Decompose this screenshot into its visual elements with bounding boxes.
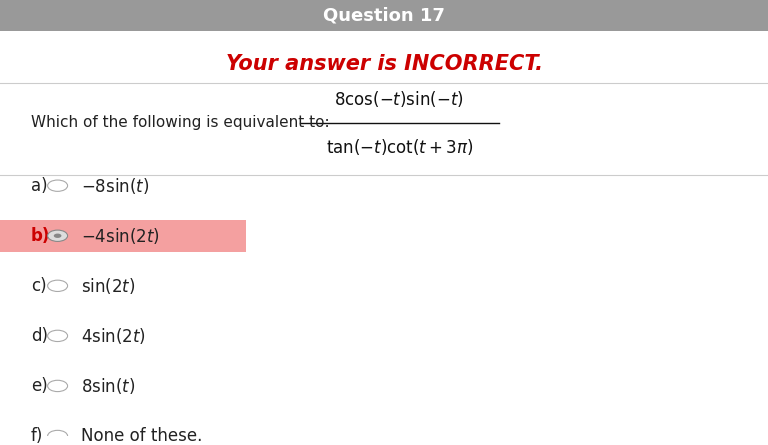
FancyBboxPatch shape [0,220,246,252]
FancyBboxPatch shape [0,0,768,31]
Text: $4\sin(2t)$: $4\sin(2t)$ [81,326,146,346]
Text: Your answer is INCORRECT.: Your answer is INCORRECT. [226,54,542,74]
Circle shape [48,380,68,392]
Circle shape [48,280,68,291]
Text: $-4\sin(2t)$: $-4\sin(2t)$ [81,226,160,246]
Circle shape [54,234,61,238]
Circle shape [48,330,68,341]
Circle shape [48,430,68,441]
Text: b): b) [31,227,50,245]
Text: $-8\sin(t)$: $-8\sin(t)$ [81,176,149,196]
Text: $\sin(2t)$: $\sin(2t)$ [81,276,135,296]
Text: $\tan(-t)\cot(t+3\pi)$: $\tan(-t)\cot(t+3\pi)$ [326,137,473,157]
Text: Which of the following is equivalent to:: Which of the following is equivalent to: [31,115,329,130]
Text: d): d) [31,327,48,345]
Text: c): c) [31,277,46,295]
Text: $8\sin(t)$: $8\sin(t)$ [81,376,135,396]
Text: $8\cos(-t)\sin(-t)$: $8\cos(-t)\sin(-t)$ [334,89,465,109]
Text: None of these.: None of these. [81,427,202,445]
Circle shape [48,180,68,191]
Text: a): a) [31,177,48,195]
Text: e): e) [31,377,48,395]
Text: f): f) [31,427,43,445]
Circle shape [48,230,68,242]
Text: Question 17: Question 17 [323,7,445,24]
